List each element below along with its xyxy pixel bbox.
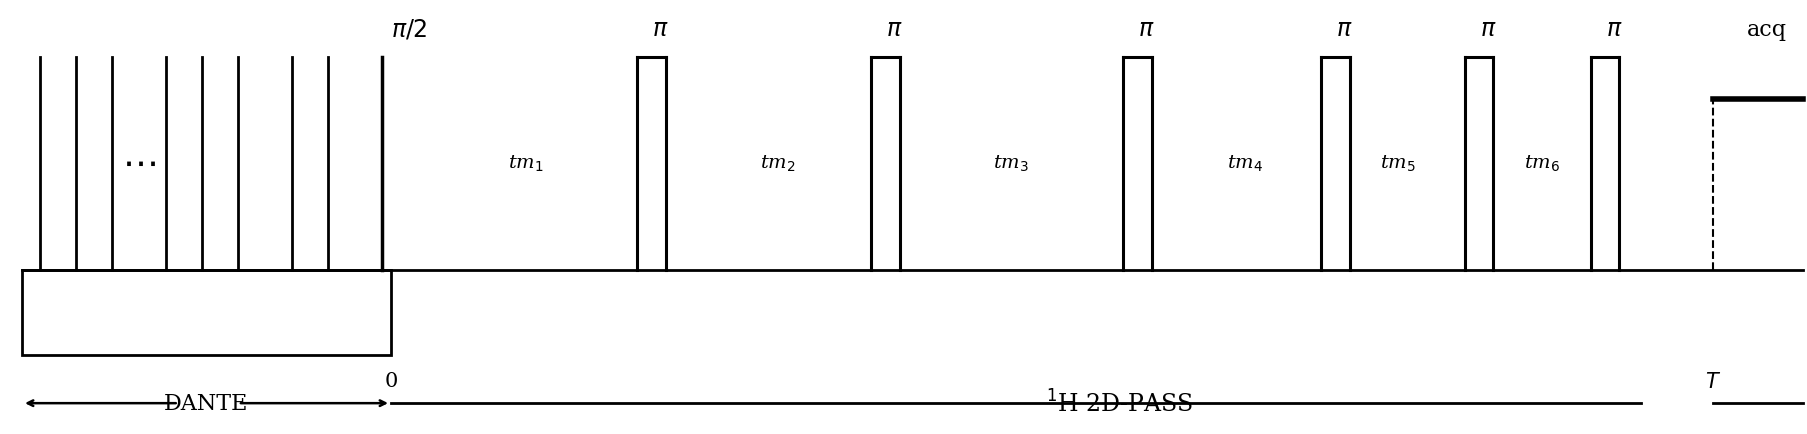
Text: DANTE: DANTE [163, 392, 248, 414]
Text: $\pi$: $\pi$ [652, 19, 669, 41]
Text: $\pi$: $\pi$ [885, 19, 904, 41]
Text: $\pi$: $\pi$ [1335, 19, 1352, 41]
Text: tm$_3$: tm$_3$ [994, 154, 1030, 174]
Text: $\pi$: $\pi$ [1480, 19, 1496, 41]
Text: 0: 0 [385, 372, 398, 390]
Text: tm$_2$: tm$_2$ [759, 154, 795, 174]
Text: tm$_4$: tm$_4$ [1227, 154, 1263, 174]
Text: tm$_5$: tm$_5$ [1381, 154, 1417, 174]
Text: $\pi$: $\pi$ [1138, 19, 1155, 41]
Text: $\pi$: $\pi$ [1606, 19, 1623, 41]
Text: tm$_1$: tm$_1$ [508, 154, 544, 174]
Text: tm$_6$: tm$_6$ [1523, 154, 1559, 174]
Text: acq: acq [1747, 20, 1787, 41]
Text: $\cdots$: $\cdots$ [123, 147, 155, 181]
Text: $^1$H 2D-PASS: $^1$H 2D-PASS [1046, 390, 1193, 417]
Text: $T$: $T$ [1704, 372, 1720, 391]
Text: $\pi/2$: $\pi/2$ [390, 17, 426, 41]
Bar [22, 270, 390, 355]
